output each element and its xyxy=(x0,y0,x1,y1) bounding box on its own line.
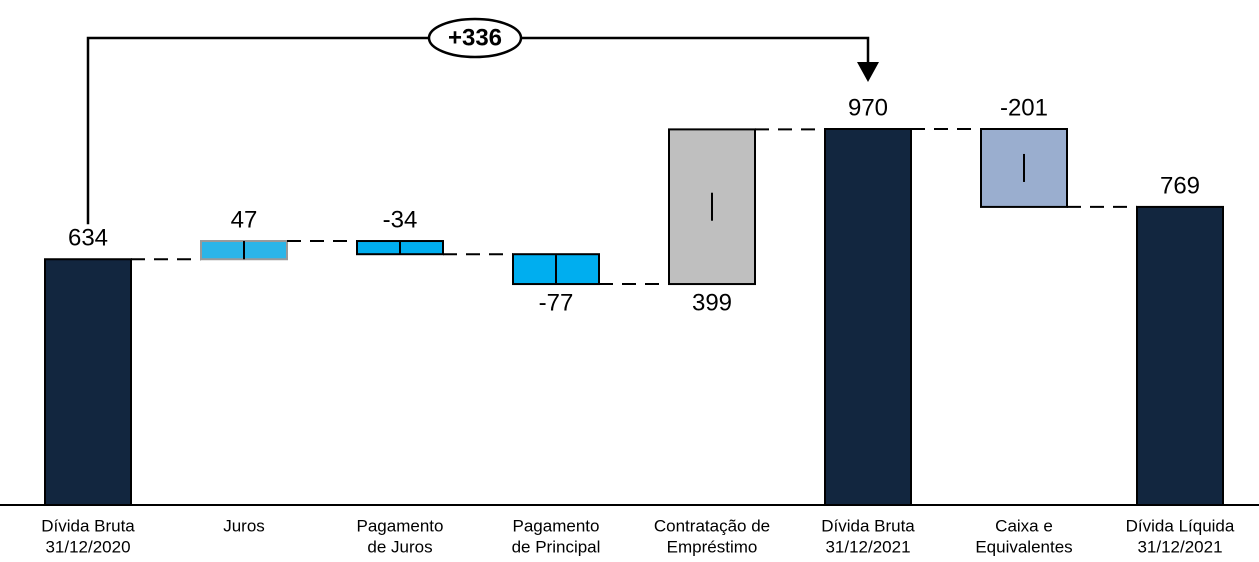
x-tick-label: Equivalentes xyxy=(975,537,1072,556)
value-label: -34 xyxy=(383,206,418,233)
x-tick-label: Juros xyxy=(223,516,265,535)
value-label: -77 xyxy=(539,289,574,316)
x-tick-label: 31/12/2021 xyxy=(825,537,910,556)
x-tick-label: de Principal xyxy=(512,537,601,556)
x-tick-label: Contratação de xyxy=(654,516,770,535)
value-label: 769 xyxy=(1160,172,1200,199)
x-tick-label: de Juros xyxy=(367,537,432,556)
x-tick-label: Dívida Bruta xyxy=(41,516,135,535)
x-tick-label: Caixa e xyxy=(995,516,1053,535)
x-tick-label: Empréstimo xyxy=(667,537,758,556)
annotation-bubble xyxy=(427,17,523,59)
x-tick-label: 31/12/2020 xyxy=(45,537,130,556)
value-label: -201 xyxy=(1000,94,1048,121)
value-label: 634 xyxy=(68,225,108,252)
x-tick-label: Dívida Bruta xyxy=(821,516,915,535)
annotation: +336 xyxy=(448,24,502,51)
x-tick-label: Pagamento xyxy=(357,516,444,535)
x-tick-label: Pagamento xyxy=(513,516,600,535)
x-tick-label: 31/12/2021 xyxy=(1137,537,1222,556)
bar xyxy=(1136,205,1224,507)
bar xyxy=(824,128,912,506)
bracket-arrow xyxy=(857,62,879,82)
value-label: 970 xyxy=(848,94,888,121)
change-bracket: +336 xyxy=(86,17,879,225)
x-tick-label: Dívida Líquida xyxy=(1126,516,1235,535)
value-label: 47 xyxy=(231,206,258,233)
value-label: 399 xyxy=(692,289,732,316)
bar xyxy=(44,258,132,506)
